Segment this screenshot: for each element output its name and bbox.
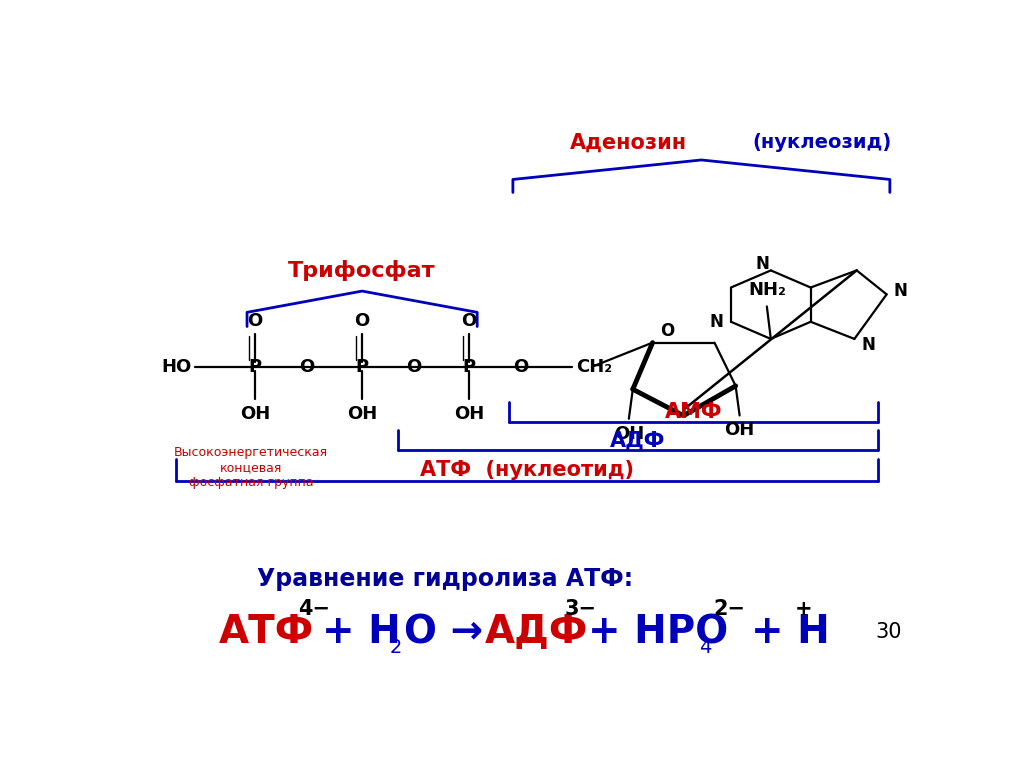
Text: + НРО: + НРО: [588, 614, 728, 651]
Text: N: N: [756, 255, 770, 274]
Text: 3−: 3−: [564, 599, 596, 619]
Text: АМФ: АМФ: [665, 402, 722, 422]
Text: O: O: [299, 357, 314, 376]
Text: АДФ: АДФ: [485, 614, 589, 651]
Text: O: O: [513, 357, 528, 376]
Text: O: O: [248, 312, 262, 330]
Text: + Н: + Н: [751, 614, 829, 651]
Text: O →: O →: [404, 614, 483, 651]
Text: (нуклеозид): (нуклеозид): [753, 133, 892, 152]
Text: N: N: [894, 282, 908, 301]
Text: P: P: [249, 357, 261, 376]
Text: NH₂: NH₂: [748, 281, 785, 299]
Text: Трифосфат: Трифосфат: [289, 260, 436, 281]
Text: N: N: [862, 336, 876, 354]
Text: CH₂: CH₂: [577, 357, 612, 376]
Text: OH: OH: [613, 425, 644, 443]
Text: OH: OH: [240, 405, 270, 423]
Text: 30: 30: [876, 623, 902, 643]
Text: Уравнение гидролиза АТФ:: Уравнение гидролиза АТФ:: [257, 568, 634, 591]
Text: АТФ: АТФ: [219, 614, 314, 651]
Text: 2−: 2−: [713, 599, 744, 619]
Text: O: O: [462, 312, 477, 330]
Text: O: O: [354, 312, 370, 330]
Text: 2: 2: [390, 637, 402, 657]
Text: P: P: [463, 357, 476, 376]
Text: 4−: 4−: [299, 599, 331, 619]
Text: +: +: [795, 599, 812, 619]
Text: 4: 4: [699, 637, 712, 657]
Text: OH: OH: [347, 405, 377, 423]
Text: HO: HO: [161, 357, 191, 376]
Text: АДФ: АДФ: [610, 430, 666, 450]
Text: N: N: [710, 313, 724, 331]
Text: OH: OH: [725, 421, 755, 439]
Text: АТФ  (нуклеотид): АТФ (нуклеотид): [420, 460, 634, 480]
Text: + H: + H: [323, 614, 401, 651]
Text: O: O: [407, 357, 421, 376]
Text: OH: OH: [454, 405, 484, 423]
Text: Аденозин: Аденозин: [569, 132, 686, 152]
Text: O: O: [659, 322, 674, 340]
Text: P: P: [355, 357, 369, 376]
Text: Высокоэнергетическая
концевая
фосфатная группа: Высокоэнергетическая концевая фосфатная …: [174, 446, 328, 489]
